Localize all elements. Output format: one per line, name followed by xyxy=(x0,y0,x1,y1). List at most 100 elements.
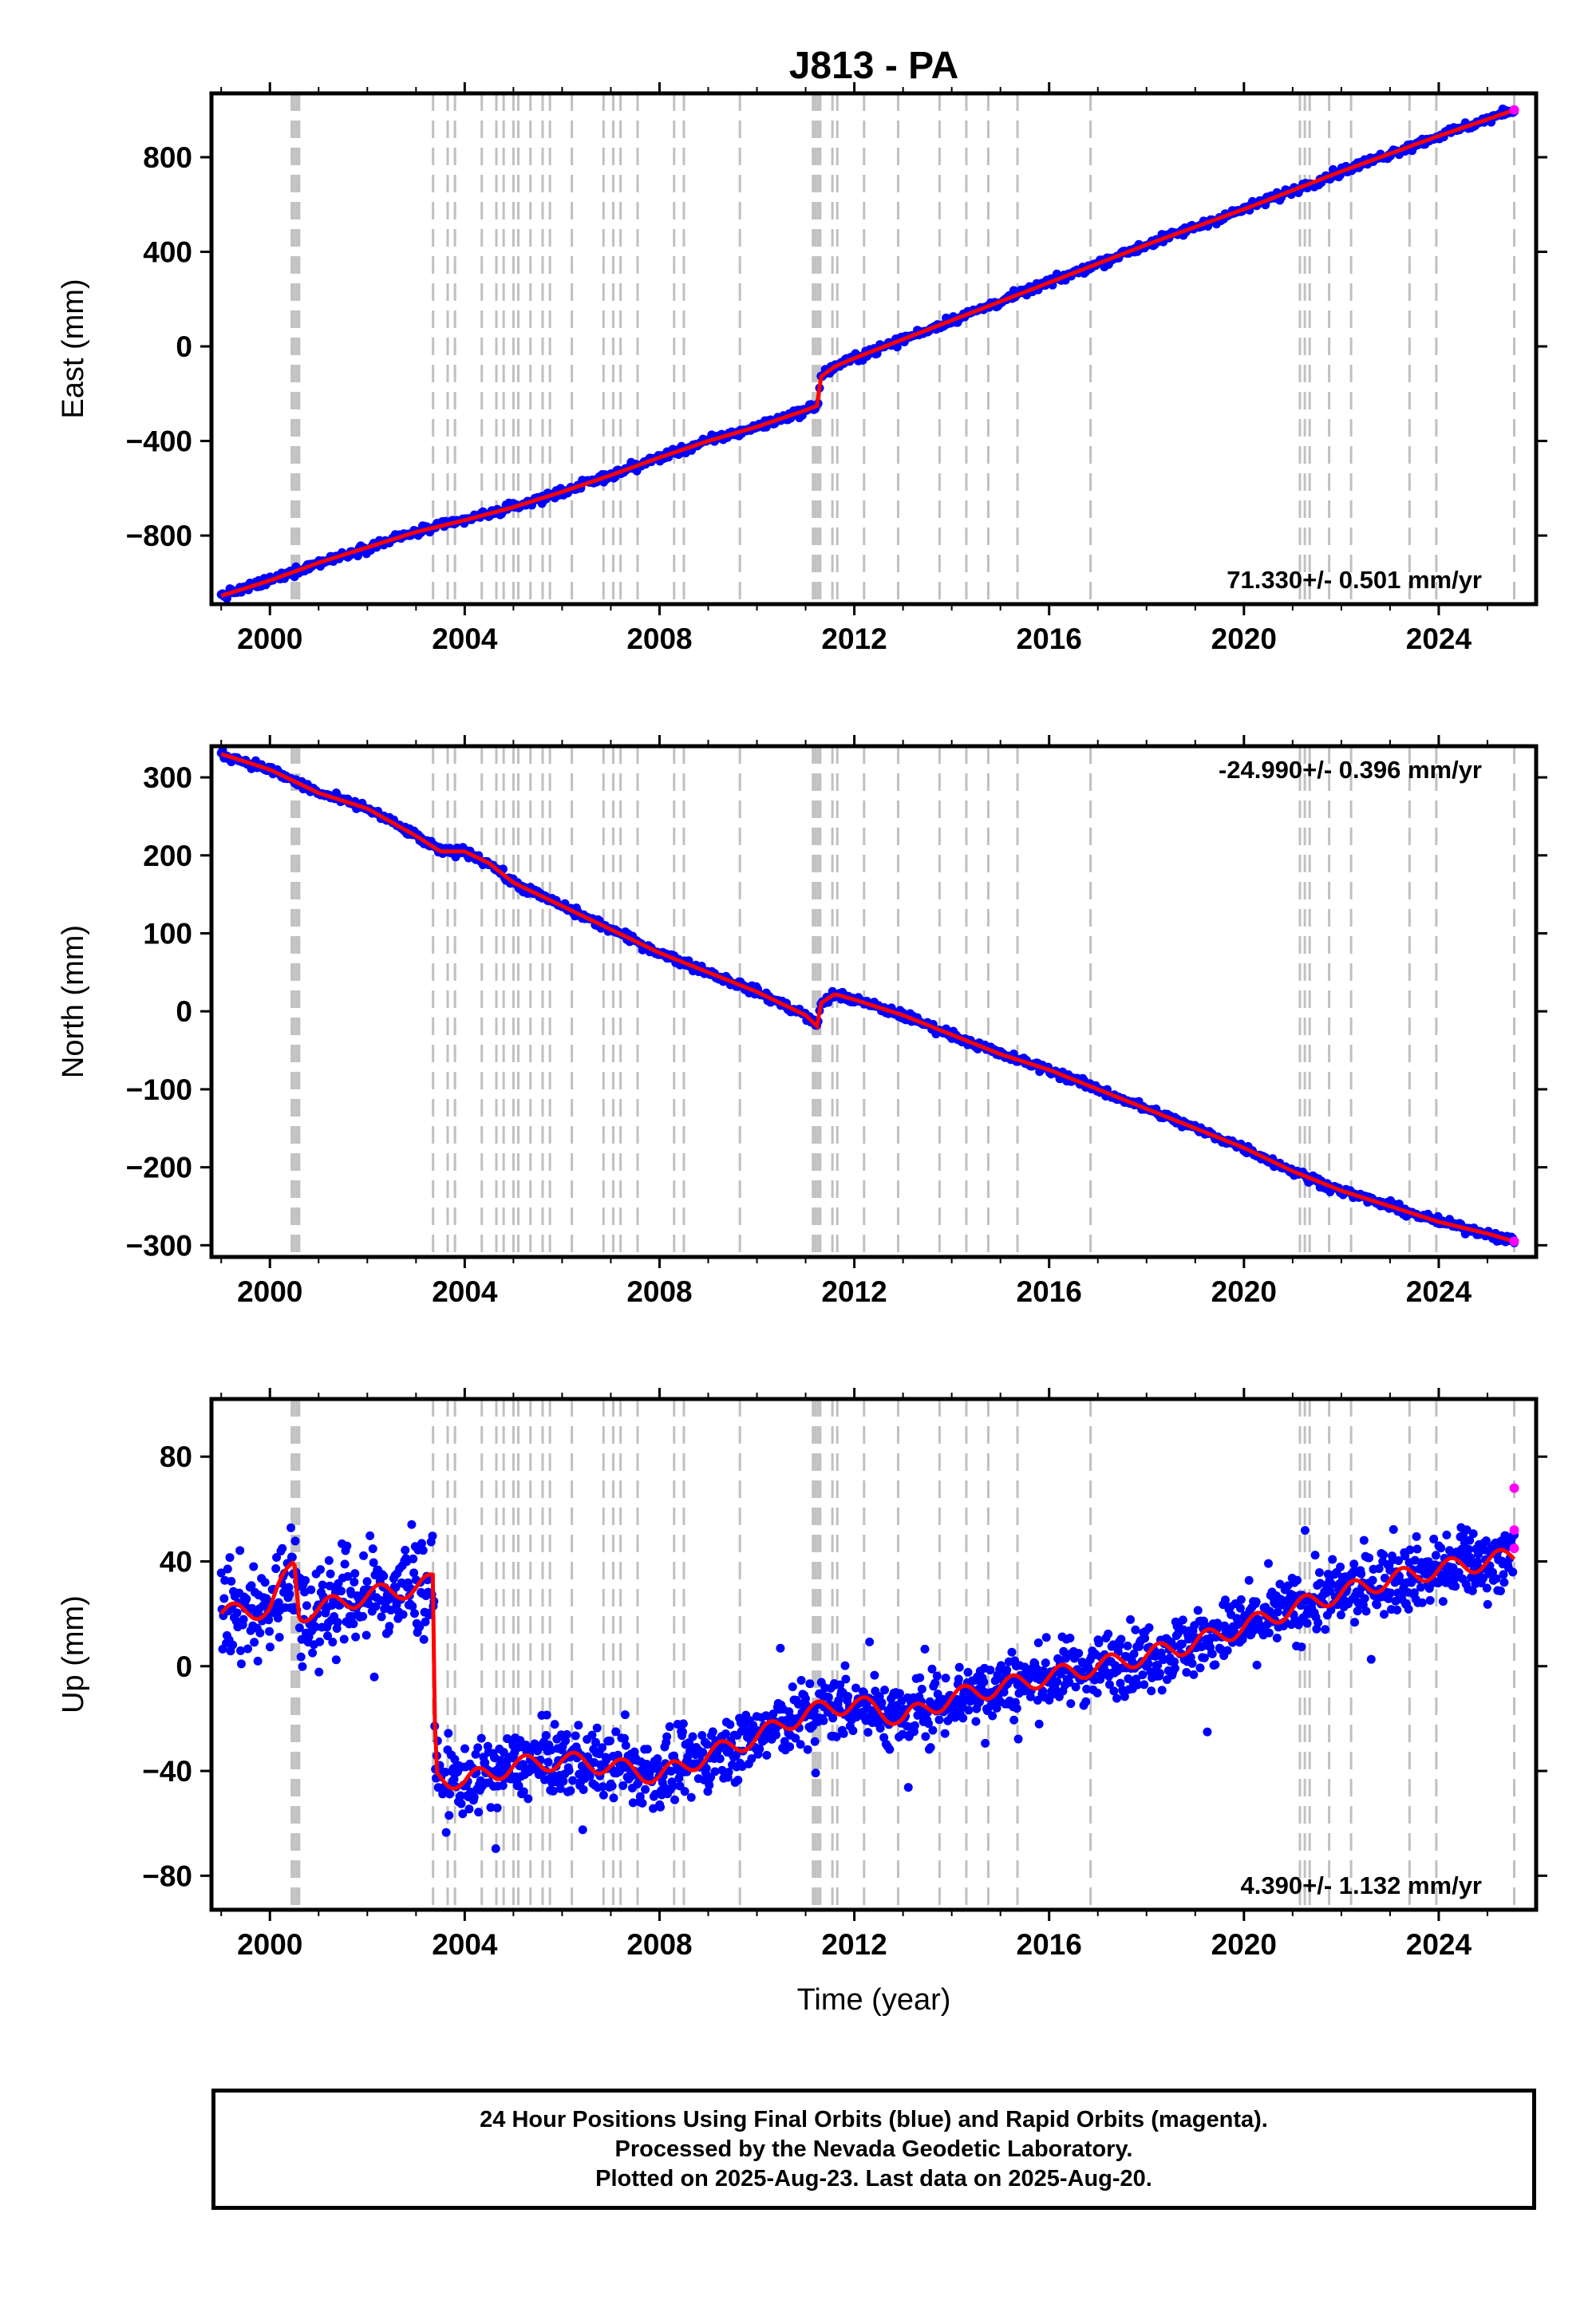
y-tick-label: −400 xyxy=(126,425,192,458)
data-point xyxy=(870,1670,879,1680)
data-point xyxy=(697,1730,707,1740)
x-tick-label: 2004 xyxy=(432,1275,498,1308)
data-point xyxy=(619,1733,629,1743)
data-point xyxy=(1314,1618,1323,1627)
data-point xyxy=(666,1766,676,1776)
x-tick-label: 2016 xyxy=(1017,1275,1082,1308)
data-point xyxy=(290,1536,300,1546)
data-point xyxy=(1170,1657,1179,1666)
data-point xyxy=(449,1774,459,1784)
data-point xyxy=(915,1673,925,1682)
data-point xyxy=(243,1644,253,1654)
data-point xyxy=(788,1682,797,1692)
data-point xyxy=(642,1745,652,1754)
data-point xyxy=(1300,1526,1310,1535)
data-point xyxy=(784,1707,794,1717)
data-point xyxy=(1321,1625,1330,1634)
data-point xyxy=(591,1737,600,1747)
x-tick-label: 2016 xyxy=(1017,622,1082,655)
data-point xyxy=(941,1674,950,1683)
data-point xyxy=(662,1732,672,1741)
data-point xyxy=(315,1637,325,1646)
data-point xyxy=(755,1745,764,1754)
data-point xyxy=(785,1742,795,1752)
data-point xyxy=(398,1610,408,1619)
data-point xyxy=(665,1722,674,1732)
rate-label: 71.330+/- 0.501 mm/yr xyxy=(1227,566,1482,594)
x-tick-label: 2008 xyxy=(626,1275,692,1308)
data-point xyxy=(654,1764,663,1773)
data-point xyxy=(1264,1559,1274,1568)
data-point xyxy=(407,1520,417,1529)
data-point xyxy=(1127,1656,1136,1666)
data-point xyxy=(386,1606,396,1615)
data-point xyxy=(1436,1543,1446,1553)
data-point xyxy=(1272,1634,1282,1643)
y-tick-label: −40 xyxy=(142,1755,192,1788)
data-point xyxy=(1129,1649,1139,1658)
data-point xyxy=(1155,1669,1164,1678)
data-point xyxy=(895,1689,904,1698)
data-point xyxy=(1012,1704,1021,1713)
data-point xyxy=(1416,1583,1425,1592)
data-point xyxy=(1365,1553,1374,1563)
x-tick-label: 2020 xyxy=(1211,622,1277,655)
data-point xyxy=(1297,1642,1306,1652)
data-point xyxy=(220,1575,230,1585)
data-point xyxy=(1328,1555,1337,1564)
data-point xyxy=(1081,1697,1091,1706)
data-point xyxy=(379,1571,389,1581)
data-point xyxy=(1405,1545,1415,1555)
data-point xyxy=(761,1711,771,1721)
data-point xyxy=(316,1565,326,1575)
data-point xyxy=(954,1674,963,1684)
y-tick-label: −100 xyxy=(126,1073,192,1106)
rapid-orbit-point xyxy=(1509,1525,1519,1535)
data-point xyxy=(440,1767,450,1777)
data-point xyxy=(1394,1555,1404,1565)
data-point xyxy=(1059,1646,1069,1656)
data-point xyxy=(371,1602,381,1611)
data-point xyxy=(474,1808,484,1817)
data-point xyxy=(1314,1567,1324,1577)
data-point xyxy=(1065,1634,1075,1643)
y-tick-label: 0 xyxy=(176,1650,192,1683)
data-point xyxy=(223,1564,232,1574)
data-point xyxy=(1495,1586,1505,1595)
data-point xyxy=(476,1733,486,1743)
data-point xyxy=(286,1523,296,1532)
data-point xyxy=(361,1630,371,1640)
data-point xyxy=(1116,1634,1126,1644)
data-point xyxy=(369,1672,379,1682)
data-point xyxy=(971,1717,981,1726)
data-point xyxy=(480,1758,490,1768)
data-point xyxy=(301,1575,310,1585)
data-point xyxy=(409,1568,419,1578)
data-point xyxy=(927,1664,937,1674)
rapid-orbit-point xyxy=(1509,1483,1519,1493)
data-point xyxy=(598,1790,608,1800)
data-point xyxy=(940,1729,950,1738)
data-point xyxy=(1479,1573,1488,1583)
data-point xyxy=(1451,1582,1460,1591)
data-point xyxy=(1109,1686,1119,1696)
data-point xyxy=(840,1661,850,1670)
event-lines xyxy=(290,93,1516,604)
data-point xyxy=(1302,1618,1312,1628)
data-point xyxy=(409,1609,419,1618)
data-point xyxy=(1220,1595,1230,1605)
data-point xyxy=(609,1793,618,1803)
data-point xyxy=(543,1757,553,1767)
model-fit-line xyxy=(219,1547,1516,1791)
data-point xyxy=(337,1587,346,1596)
data-point xyxy=(1211,1660,1220,1670)
data-point xyxy=(1153,1661,1163,1670)
data-point xyxy=(519,1787,528,1796)
data-point xyxy=(1002,1666,1012,1675)
data-point xyxy=(219,1594,229,1603)
data-point xyxy=(365,1531,375,1540)
data-point xyxy=(819,1716,828,1725)
data-point xyxy=(1325,1587,1335,1596)
x-tick-label: 2020 xyxy=(1211,1928,1277,1961)
data-point xyxy=(298,1662,307,1671)
